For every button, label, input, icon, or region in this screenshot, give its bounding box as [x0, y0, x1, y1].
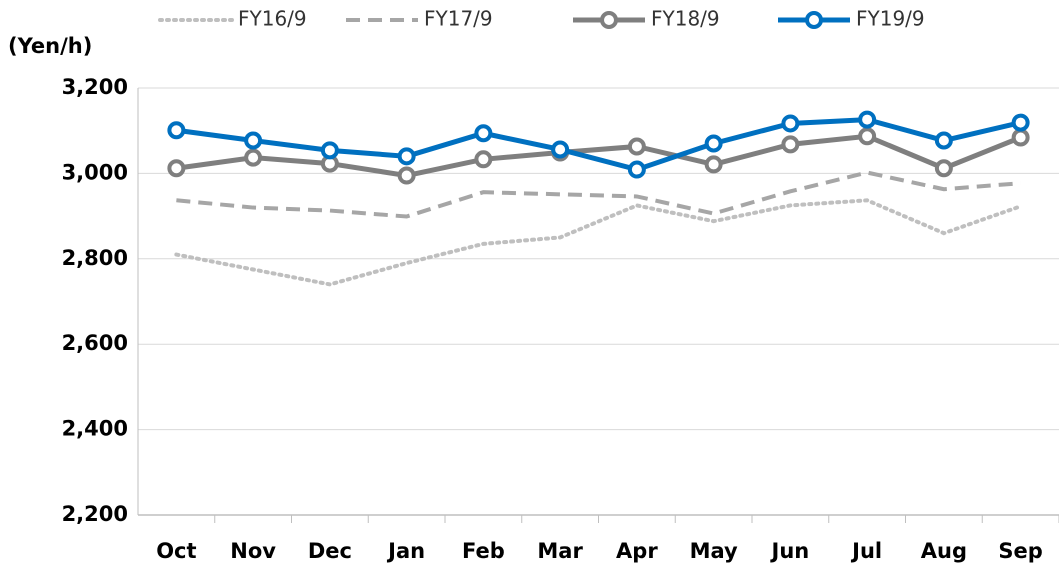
y-axis-label: (Yen/h) [8, 34, 92, 58]
x-tick-label: Mar [537, 539, 583, 563]
marker [167, 121, 186, 140]
series-line [176, 133, 1022, 179]
marker [1011, 128, 1030, 147]
marker [627, 137, 646, 156]
x-tick-label: May [690, 539, 738, 563]
marker [704, 155, 723, 174]
legend-label: FY16/9 [238, 7, 307, 31]
marker [397, 166, 416, 185]
marker [474, 124, 493, 143]
marker [320, 141, 339, 160]
legend-label: FY19/9 [856, 7, 925, 31]
marker [858, 110, 877, 129]
y-tick-label: 2,200 [62, 502, 128, 526]
series-line [174, 198, 1023, 287]
marker [934, 131, 953, 150]
x-tick-label: Sep [998, 539, 1042, 563]
marker [397, 147, 416, 166]
marker [551, 140, 570, 159]
x-tick-label: Oct [156, 539, 196, 563]
legend-label: FY18/9 [651, 7, 720, 31]
legend-marker [600, 11, 618, 29]
y-tick-label: 2,400 [62, 417, 128, 441]
marker [167, 159, 186, 178]
marker [474, 150, 493, 169]
marker [627, 160, 646, 179]
x-tick-label: Apr [616, 539, 658, 563]
marker [1011, 113, 1030, 132]
y-tick-label: 3,000 [62, 160, 128, 184]
marker [704, 134, 723, 153]
series-line [176, 117, 1022, 173]
y-tick-label: 2,600 [62, 331, 128, 355]
x-tick-label: Jul [850, 539, 882, 563]
legend-marker [805, 11, 823, 29]
legend-label: FY17/9 [424, 7, 493, 31]
marker [244, 148, 263, 167]
x-tick-label: Jan [386, 539, 425, 563]
marker [934, 159, 953, 178]
y-tick-label: 2,800 [62, 246, 128, 270]
marker [781, 135, 800, 154]
marker [244, 131, 263, 150]
marker [781, 114, 800, 133]
x-tick-label: Jun [770, 539, 810, 563]
x-tick-label: Aug [921, 539, 967, 563]
x-tick-label: Dec [308, 539, 352, 563]
series-line [176, 170, 1021, 219]
x-tick-label: Nov [230, 539, 276, 563]
marker [858, 127, 877, 146]
y-tick-label: 3,200 [62, 75, 128, 99]
x-tick-label: Feb [462, 539, 505, 563]
